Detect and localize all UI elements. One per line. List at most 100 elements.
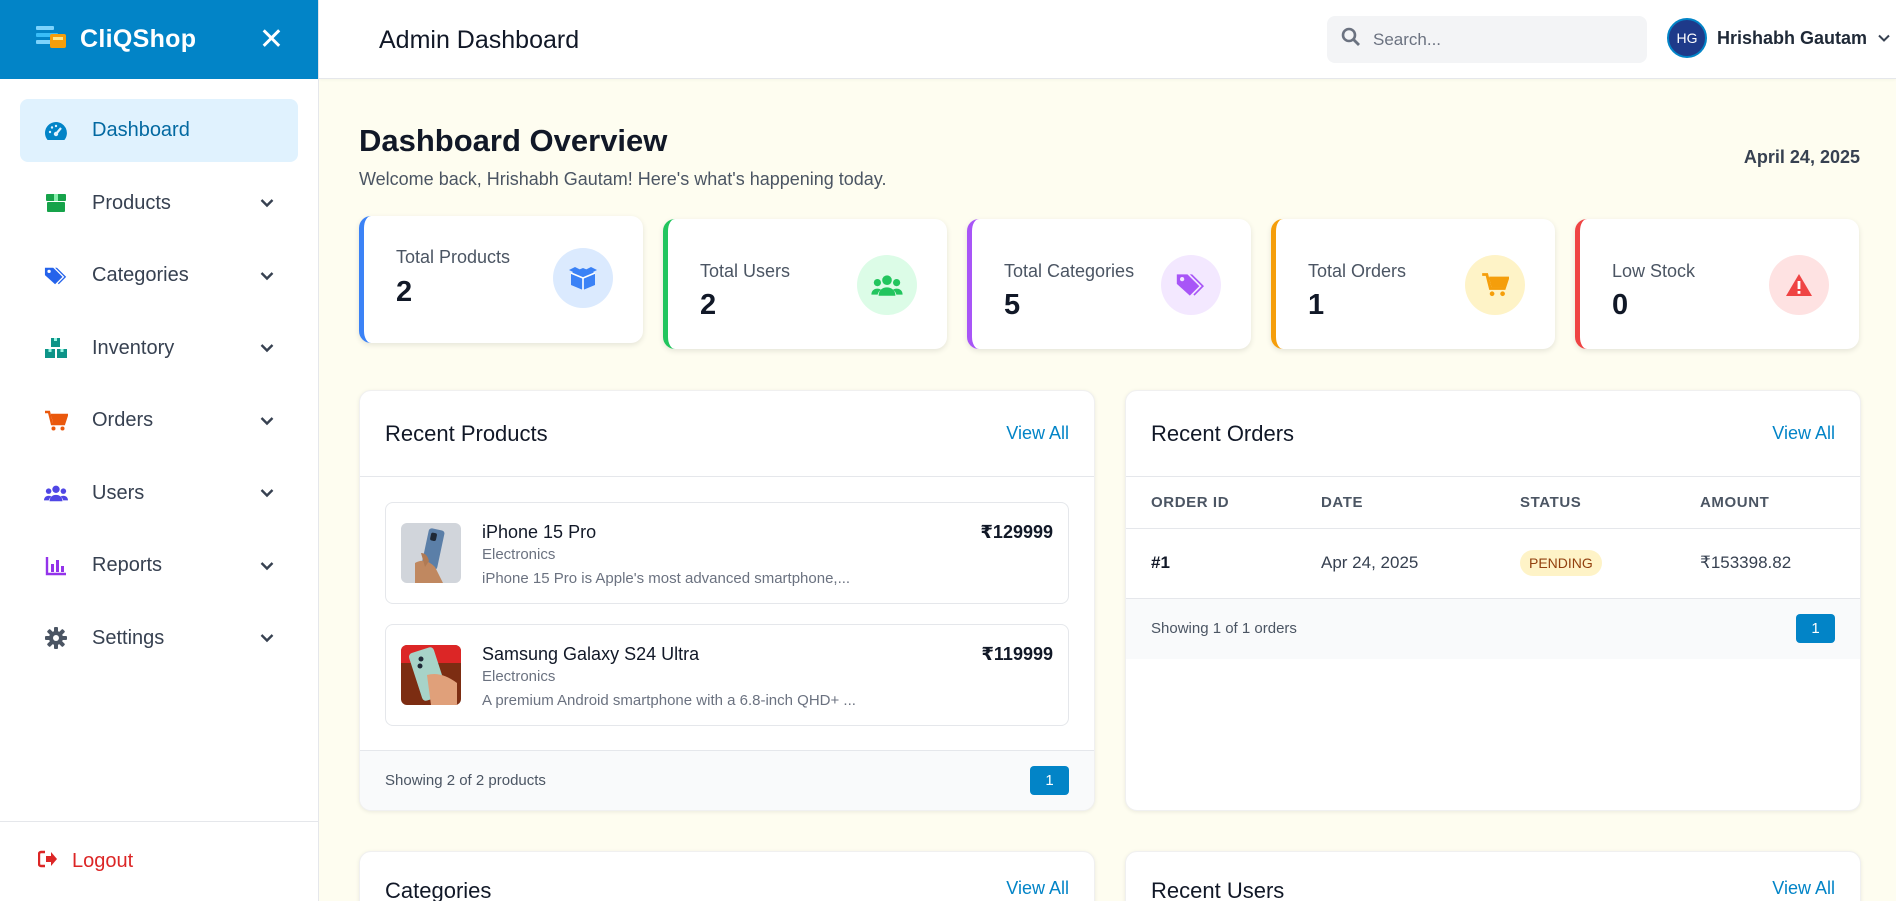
order-status-cell: PENDING [1520,528,1700,599]
chevron-down-icon [260,199,274,208]
product-category: Electronics [482,546,556,563]
stat-value: 1 [1308,289,1325,321]
column-header: STATUS [1520,477,1700,529]
sidebar-item-label: Inventory [92,336,175,359]
logout-section: Logout [0,821,318,901]
sidebar-item-label: Users [92,481,145,504]
product-image [401,523,461,583]
cart-icon [44,409,68,433]
table-row[interactable]: #1 Apr 24, 2025 PENDING ₹153398.82 [1126,528,1860,599]
order-id: #1 [1126,528,1321,599]
view-all-users-link[interactable]: View All [1772,878,1835,898]
sidebar-item-dashboard[interactable]: Dashboard [20,99,298,162]
box-icon [44,191,68,215]
tags-icon [44,264,68,288]
sidebar-item-label: Dashboard [92,119,190,141]
card-header: Recent Products View All [360,391,1094,477]
stat-label: Total Products [396,247,511,267]
pagination-summary: Showing 1 of 1 orders [1151,620,1297,637]
column-header: AMOUNT [1700,477,1860,529]
user-name: Hrishabh Gautam [1717,27,1868,48]
sign-out-icon [37,850,58,874]
sidebar: CliQShop ✕ Dashboard Products Categories [0,0,319,901]
sidebar-item-orders[interactable]: Orders [20,389,298,452]
table-header-row: ORDER ID DATE STATUS AMOUNT [1126,477,1860,529]
user-menu[interactable]: HG Hrishabh Gautam [1667,18,1891,58]
avatar: HG [1667,18,1707,58]
card-title: Recent Orders [1151,420,1295,446]
product-item[interactable]: iPhone 15 Pro Electronics iPhone 15 Pro … [385,502,1069,604]
logout-label: Logout [72,850,134,872]
stat-value: 5 [1004,289,1021,321]
boxes-icon [44,336,68,360]
chevron-down-icon [1878,34,1890,42]
product-name: iPhone 15 Pro [482,522,597,542]
overview-title: Dashboard Overview [359,123,668,158]
pagination-summary: Showing 2 of 2 products [385,772,546,789]
recent-products-card: Recent Products View All iPhone 15 Pro E… [359,390,1095,811]
chart-icon [44,554,68,578]
sidebar-item-users[interactable]: Users [20,462,298,525]
chevron-down-icon [260,489,274,498]
gear-icon [44,626,68,650]
cart-icon [1465,255,1525,315]
stat-label: Total Categories [1004,261,1135,281]
stat-label: Total Users [700,261,791,281]
logout-button[interactable]: Logout [37,850,134,874]
product-category: Electronics [482,668,556,685]
search-box [1327,16,1647,63]
sidebar-item-reports[interactable]: Reports [20,534,298,597]
stat-value: 2 [396,276,413,308]
product-description: iPhone 15 Pro is Apple's most advanced s… [482,570,851,587]
recent-orders-card: Recent Orders View All ORDER ID DATE STA… [1125,390,1861,811]
product-name: Samsung Galaxy S24 Ultra [482,644,700,664]
stat-card-total-products: Total Products 2 [359,216,643,343]
current-date: April 24, 2025 [1743,147,1860,167]
product-item[interactable]: Samsung Galaxy S24 Ultra Electronics A p… [385,624,1069,726]
sidebar-item-label: Products [92,191,171,214]
close-sidebar-icon[interactable]: ✕ [258,22,284,56]
stat-value: 0 [1612,289,1629,321]
stat-card-total-users: Total Users 2 [663,219,947,349]
view-all-orders-link[interactable]: View All [1772,423,1835,443]
tags-icon [1161,255,1221,315]
sidebar-item-label: Reports [92,554,163,576]
product-image [401,645,461,705]
categories-card: Categories View All [359,851,1095,901]
sidebar-nav: Dashboard Products Categories Inventory [0,79,318,670]
order-amount: ₹153398.82 [1700,528,1860,599]
chevron-down-icon [260,344,274,353]
page-button[interactable]: 1 [1796,614,1835,643]
search-input[interactable] [1373,29,1633,50]
card-footer: Showing 1 of 1 orders 1 [1126,598,1860,659]
top-bar: Admin Dashboard HG Hrishabh Gautam [319,0,1896,79]
product-price: ₹129999 [980,522,1053,542]
sidebar-item-label: Settings [92,626,165,649]
column-header: ORDER ID [1126,477,1321,529]
chevron-down-icon [260,271,274,280]
app-name: CliQShop [80,25,197,53]
card-header: Categories View All [360,852,1094,901]
sidebar-item-products[interactable]: Products [20,172,298,235]
stat-card-low-stock: Low Stock 0 [1575,219,1859,349]
card-header: Recent Users View All [1126,852,1860,901]
chevron-down-icon [260,416,274,425]
warning-icon [1769,255,1829,315]
chevron-down-icon [260,561,274,570]
stat-value: 2 [700,289,717,321]
page-button[interactable]: 1 [1030,766,1069,795]
sidebar-item-categories[interactable]: Categories [20,244,298,307]
sidebar-item-settings[interactable]: Settings [20,607,298,670]
view-all-products-link[interactable]: View All [1006,423,1069,443]
sidebar-item-inventory[interactable]: Inventory [20,317,298,380]
view-all-categories-link[interactable]: View All [1006,878,1069,898]
card-title: Categories [385,878,492,901]
search-icon [1341,27,1361,52]
brand-bar: CliQShop ✕ [0,0,318,79]
card-header: Recent Orders View All [1126,391,1860,477]
stat-label: Total Orders [1308,261,1407,281]
main-content: Dashboard Overview Welcome back, Hrishab… [319,79,1896,901]
users-icon [857,255,917,315]
users-icon [44,481,68,505]
stats-row: Total Products 2 Total Users 2 Total Cat… [359,216,1859,349]
